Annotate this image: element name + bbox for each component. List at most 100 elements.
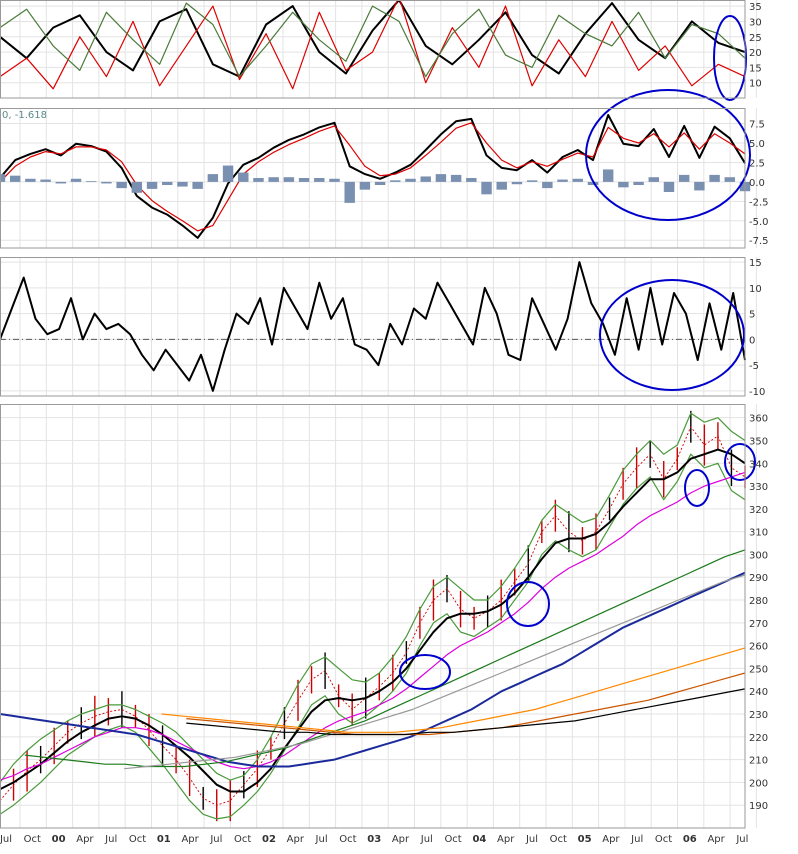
histogram-bar [101,181,112,184]
y-tick-label: -2.5 [749,197,769,208]
histogram-bar [177,181,188,187]
y-tick-label: 35 [749,2,762,13]
histogram-bar [162,181,173,185]
x-tick-label: Jul [209,834,222,845]
histogram-bar [146,181,158,189]
x-tick-label: Oct [339,834,356,845]
x-tick-label: Oct [655,834,672,845]
histogram-bar [526,180,538,182]
histogram-bar [70,178,82,182]
y-tick-label: 290 [749,573,768,584]
x-tick-label: 01 [157,834,171,845]
histogram-bar [420,176,431,182]
histogram-bar [557,179,568,182]
histogram-bar [131,181,143,193]
histogram-bar [542,181,553,189]
histogram-bar [55,181,67,184]
series-line [0,2,746,78]
panel-frames [0,0,746,829]
histogram-bar [283,177,295,182]
histogram-bar [435,174,447,182]
y-tick-label: 300 [749,550,768,561]
y-tick-label: 280 [749,596,768,607]
annotation-ellipse [684,469,710,507]
histogram-bar [450,174,462,182]
histogram-bar [40,179,51,182]
x-tick-label: Oct [129,834,146,845]
y-tick-label: 260 [749,642,768,653]
histogram-bar [496,181,507,190]
histogram-bar [116,181,127,189]
y-tick-label: 200 [749,778,768,789]
x-tick-label: Jul [420,834,433,845]
series-line [0,0,746,90]
histogram-bar [618,181,629,188]
gridlines [0,0,757,828]
histogram-bar [511,181,523,185]
annotation-ellipse [599,279,745,391]
x-tick-label: Jul [315,834,328,845]
y-tick-label: 220 [749,733,768,744]
y-tick-label: 0 [749,335,755,346]
histogram-bar [86,181,97,182]
x-tick-label: Apr [287,834,305,845]
y-tick-label: 210 [749,756,768,767]
histogram-bar [678,174,690,182]
x-tick-label: Oct [444,834,461,845]
series-line [161,647,746,733]
panel-frame [0,404,746,829]
series-line [0,471,746,781]
x-tick-label: Apr [392,834,410,845]
histogram-bar [329,178,340,182]
y-tick-label: 7.5 [749,120,765,131]
y-tick-label: 360 [749,414,768,425]
annotation-ellipse [399,654,451,690]
panel-frame [0,257,746,397]
y-tick-label: 190 [749,801,768,812]
y-tick-label: 250 [749,664,768,675]
histogram-bar [25,178,36,182]
axis-labels: 35 30 25 20 15 10 7.5 5.0 2.5 0.0 -2.5 -5.0 -7.5 15 10… [0,2,769,845]
x-tick-label: Apr [707,834,725,845]
annotation-ellipse [724,443,756,481]
x-tick-label: 06 [683,834,697,845]
x-tick-label: Oct [550,834,567,845]
x-tick-label: 00 [52,834,66,845]
y-tick-label: -5.0 [749,217,769,228]
histogram-bar [481,181,492,195]
x-tick-label: Jul [630,834,643,845]
histogram-bar [405,178,416,182]
y-tick-label: 270 [749,619,768,630]
histogram-bar [9,175,21,182]
histogram-bar [694,181,705,191]
histogram-bar [374,181,386,185]
x-tick-label: Jul [104,834,117,845]
x-tick-label: Apr [181,834,199,845]
x-tick-label: 02 [262,834,276,845]
histogram-bar [466,178,477,182]
series-line [0,0,746,78]
histogram-bar [724,177,736,182]
series-line [186,688,746,736]
x-tick-label: Jul [525,834,538,845]
histogram-bar [602,169,614,182]
y-tick-label: 25 [749,33,762,44]
series-line [124,574,746,770]
series-line [0,571,746,768]
histogram-bar [633,181,644,185]
y-tick-label: 340 [749,459,768,470]
y-tick-label: 15 [749,63,762,74]
histogram-bar [648,177,659,182]
histogram-bar [222,165,234,182]
histogram-bar [253,178,264,182]
series-line [0,448,746,793]
x-tick-label: Apr [602,834,620,845]
series-line [0,114,746,239]
histogram-bar [192,181,203,189]
series-line [0,122,746,232]
series-lines [0,0,751,822]
x-tick-label: Apr [76,834,94,845]
y-tick-label: 240 [749,687,768,698]
